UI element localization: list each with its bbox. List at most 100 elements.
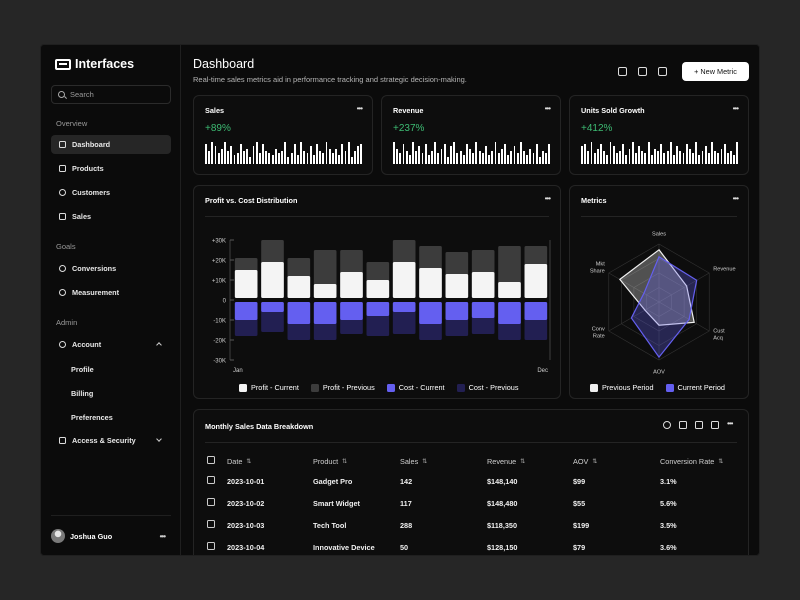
- column-label: Product: [313, 457, 339, 466]
- legend-cost-current[interactable]: Cost - Current: [386, 383, 445, 392]
- users-icon: [59, 189, 66, 196]
- table-cell: 2023-10-04: [227, 543, 265, 552]
- spark-bar: [446, 157, 449, 164]
- spark-bar: [622, 144, 625, 164]
- legend-previous-period[interactable]: Previous Period: [590, 383, 654, 392]
- divider: [581, 216, 737, 217]
- bar: [313, 302, 337, 324]
- spark-bar: [494, 142, 497, 164]
- sort-icon: ⇅: [342, 459, 348, 465]
- refresh-icon[interactable]: [618, 67, 627, 76]
- more-icon[interactable]: •••: [544, 104, 551, 113]
- legend-cost-previous[interactable]: Cost - Previous: [456, 383, 518, 392]
- sidebar-subitem-billing[interactable]: Billing: [71, 389, 94, 398]
- kpi-title: Units Sold Growth: [581, 106, 645, 115]
- user-name: Joshua Guo: [70, 531, 113, 541]
- spark-bar: [669, 142, 672, 164]
- user-profile[interactable]: Joshua Guo •••: [51, 515, 171, 545]
- row-checkbox[interactable]: [207, 476, 215, 484]
- spark-bar: [736, 142, 739, 164]
- legend-label: Profit - Current: [251, 383, 299, 392]
- column-sales[interactable]: Sales ⇅: [400, 457, 427, 466]
- table-cell: 50: [400, 543, 409, 552]
- column-product[interactable]: Product ⇅: [313, 457, 347, 466]
- spark-bar: [243, 150, 245, 164]
- spark-bar: [459, 150, 462, 164]
- filter-icon[interactable]: [679, 421, 687, 429]
- download-icon[interactable]: [695, 421, 703, 429]
- radar-spoke: [658, 272, 710, 303]
- row-checkbox[interactable]: [207, 498, 215, 506]
- table-cell: 288: [400, 521, 413, 530]
- more-icon[interactable]: •••: [732, 104, 739, 113]
- spark-bar: [208, 150, 211, 164]
- chart-legend: Previous Period Current Period: [590, 383, 725, 392]
- spark-bar: [412, 142, 414, 164]
- legend-swatch: [310, 383, 319, 392]
- search-icon[interactable]: [663, 421, 671, 429]
- select-all-checkbox[interactable]: [207, 456, 215, 464]
- radar-axis-label: Conv Rate: [592, 326, 605, 339]
- more-icon[interactable]: •••: [732, 194, 739, 203]
- sidebar-item-access-security[interactable]: Access & Security: [51, 431, 171, 450]
- legend-profit-current[interactable]: Profit - Current: [239, 383, 299, 392]
- spark-bar: [484, 146, 487, 164]
- column-revenue[interactable]: Revenue ⇅: [487, 457, 525, 466]
- sidebar-subitem-profile[interactable]: Profile: [71, 365, 94, 374]
- spark-bar: [233, 155, 236, 164]
- search-box[interactable]: [51, 85, 171, 104]
- bar: [392, 262, 416, 298]
- bar: [471, 302, 495, 318]
- sidebar-item-products[interactable]: Products: [51, 159, 171, 178]
- more-icon[interactable]: •••: [727, 419, 733, 428]
- y-tick-label: 0: [223, 299, 227, 305]
- chevron-down-icon: [156, 436, 162, 442]
- spark-bar: [344, 150, 347, 164]
- app-logo[interactable]: Interfaces: [55, 57, 134, 71]
- document-icon[interactable]: [658, 67, 667, 76]
- table-cell: $99: [573, 477, 586, 486]
- spark-bar: [281, 150, 284, 164]
- sidebar-item-conversions[interactable]: Conversions: [51, 259, 171, 278]
- column-date[interactable]: Date ⇅: [227, 457, 251, 466]
- column-aov[interactable]: AOV ⇅: [573, 457, 597, 466]
- more-icon[interactable]: •••: [544, 194, 551, 203]
- row-checkbox[interactable]: [207, 542, 215, 550]
- new-metric-button[interactable]: + New Metric: [682, 62, 749, 81]
- sidebar-item-customers[interactable]: Customers: [51, 183, 171, 202]
- spark-bar: [685, 144, 688, 164]
- spark-bar: [529, 148, 532, 164]
- table-cell: $118,350: [487, 521, 518, 530]
- spark-bar: [692, 153, 694, 164]
- spark-bar: [456, 153, 459, 164]
- sidebar-item-measurement[interactable]: Measurement: [51, 283, 171, 302]
- column-label: Revenue: [487, 457, 517, 466]
- chevron-up-icon: [156, 342, 162, 348]
- column-conversion-rate[interactable]: Conversion Rate ⇅: [660, 457, 723, 466]
- more-icon[interactable]: •••: [356, 104, 363, 113]
- spark-bar: [676, 146, 679, 164]
- section-overview: Overview: [56, 119, 88, 128]
- sidebar-item-dashboard[interactable]: Dashboard: [51, 135, 171, 154]
- legend-swatch: [590, 383, 598, 392]
- sidebar-item-label: Sales: [72, 212, 92, 221]
- search-input[interactable]: [70, 90, 160, 99]
- table-cell: $148,480: [487, 499, 518, 508]
- bar: [287, 302, 311, 324]
- legend-profit-previous[interactable]: Profit - Previous: [310, 383, 375, 392]
- row-checkbox[interactable]: [207, 520, 215, 528]
- sidebar-item-account[interactable]: Account: [51, 335, 171, 354]
- bar: [498, 282, 521, 298]
- more-icon[interactable]: •••: [159, 532, 166, 541]
- spark-bar: [252, 146, 255, 164]
- spark-bar: [714, 150, 717, 164]
- spark-bar: [711, 142, 713, 164]
- sidebar-subitem-preferences[interactable]: Preferences: [71, 413, 113, 422]
- expand-icon[interactable]: [711, 421, 719, 429]
- legend-current-period[interactable]: Current Period: [665, 383, 725, 392]
- y-tick-label: +30K: [212, 239, 226, 245]
- sidebar-item-sales[interactable]: Sales: [51, 207, 171, 226]
- image-icon[interactable]: [638, 67, 647, 76]
- spark-bar: [402, 144, 405, 164]
- sort-icon: ⇅: [422, 459, 428, 465]
